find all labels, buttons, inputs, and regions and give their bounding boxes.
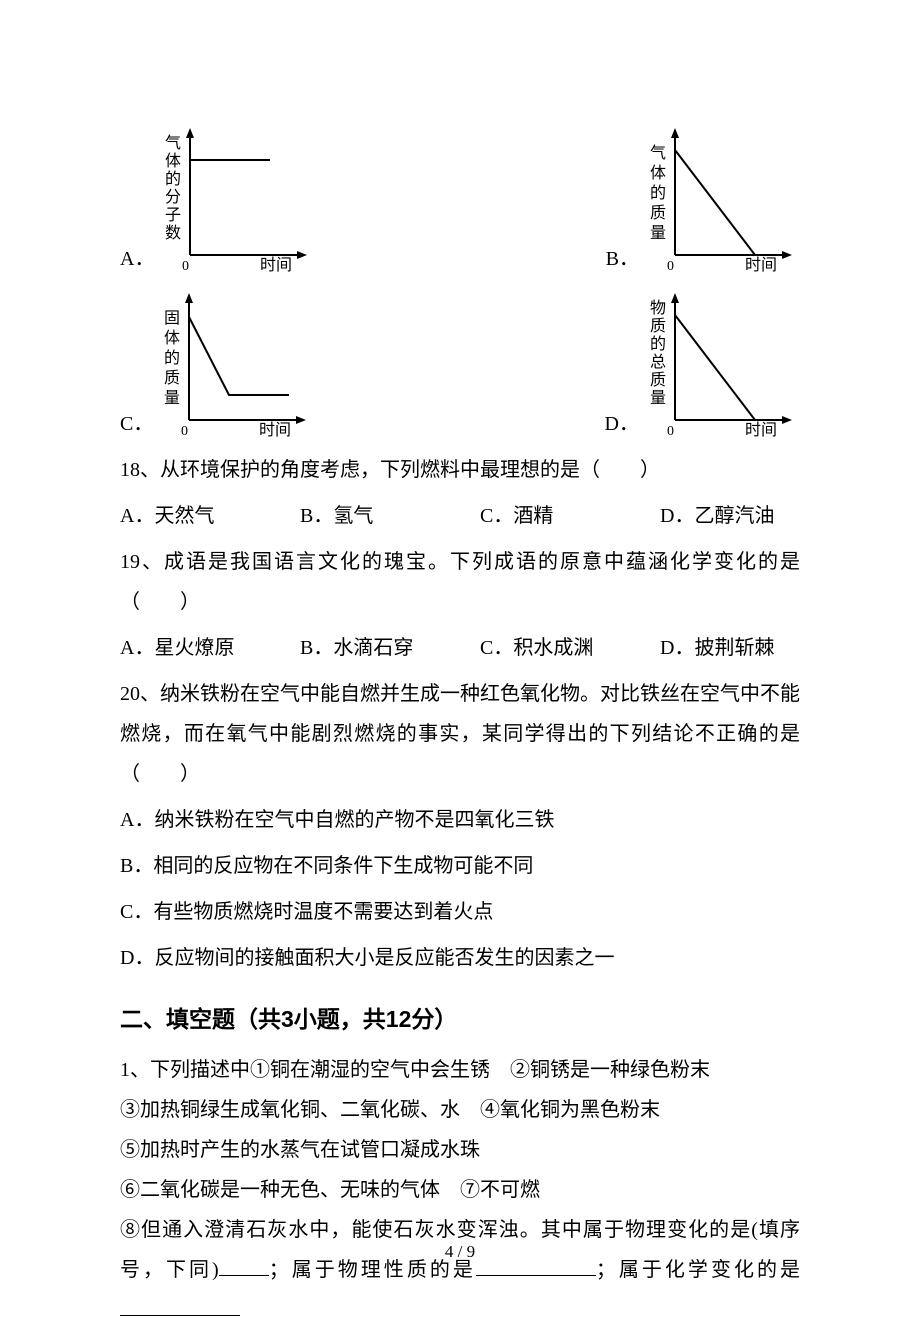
- svg-text:物: 物: [650, 299, 666, 317]
- q19-opt-c: C．积水成渊: [480, 628, 660, 668]
- svg-text:体: 体: [164, 329, 180, 347]
- svg-text:质: 质: [164, 369, 180, 387]
- q20-opt-c: C．有些物质燃烧时温度不需要达到着火点: [120, 892, 800, 932]
- page-number: 4 / 9: [0, 1242, 920, 1262]
- option-label-a: A．: [120, 242, 154, 271]
- option-label-d: D．: [605, 407, 639, 436]
- svg-text:0: 0: [667, 424, 674, 439]
- svg-text:质: 质: [650, 317, 666, 335]
- svg-text:数: 数: [165, 224, 181, 242]
- q18-opt-a: A．天然气: [120, 496, 300, 536]
- q20-text: 20、纳米铁粉在空气中能自燃并生成一种红色氧化物。对比铁丝在空气中不能燃烧，而在…: [120, 674, 800, 794]
- svg-text:气: 气: [650, 144, 666, 162]
- chart-cell-d: D． 物 质 的 总 质 量 0 时间: [605, 285, 800, 440]
- svg-text:量: 量: [164, 390, 180, 407]
- fill1-line1: 1、下列描述中①铜在潮湿的空气中会生锈 ②铜锈是一种绿色粉末: [120, 1050, 800, 1090]
- q20-opt-b: B．相同的反应物在不同条件下生成物可能不同: [120, 846, 800, 886]
- q18-opt-d: D．乙醇汽油: [660, 496, 800, 536]
- chart-d: 物 质 的 总 质 量 0 时间: [645, 285, 800, 440]
- blank-1: [219, 1275, 269, 1276]
- svg-text:0: 0: [181, 424, 188, 439]
- svg-text:量: 量: [650, 225, 666, 242]
- svg-text:体: 体: [165, 152, 181, 170]
- fill1-line5: ⑧但通入澄清石灰水中，能使石灰水变浑浊。其中属于物理变化的是(填序号，下同)；属…: [120, 1210, 800, 1330]
- svg-text:气: 气: [165, 134, 181, 152]
- fill1-seg2: ；属于化学变化的是: [596, 1259, 800, 1281]
- chart-a: 气 体 的 分 子 数 0 时间: [160, 120, 315, 275]
- svg-text:0: 0: [182, 259, 189, 274]
- svg-text:子: 子: [165, 206, 181, 224]
- q19-opt-b: B．水滴石穿: [300, 628, 480, 668]
- q19-opt-a: A．星火燎原: [120, 628, 300, 668]
- fill1-line2: ③加热铜绿生成氧化铜、二氧化碳、水 ④氧化铜为黑色粉末: [120, 1090, 800, 1130]
- svg-text:固: 固: [164, 310, 180, 327]
- q18-text: 18、从环境保护的角度考虑，下列燃料中最理想的是（ ）: [120, 450, 800, 490]
- svg-text:时间: 时间: [745, 421, 777, 439]
- chart-c: 固 体 的 质 量 0 时间: [159, 285, 314, 440]
- svg-text:质: 质: [650, 371, 666, 389]
- q19-options: A．星火燎原 B．水滴石穿 C．积水成渊 D．披荆斩棘: [120, 628, 800, 668]
- q19-text: 19、成语是我国语言文化的瑰宝。下列成语的原意中蕴涵化学变化的是（ ）: [120, 542, 800, 622]
- chart-cell-b: B． 气 体 的 质 量 0 时间: [606, 120, 800, 275]
- q20-opt-a: A．纳米铁粉在空气中自燃的产物不是四氧化三铁: [120, 800, 800, 840]
- fill1-line3: ⑤加热时产生的水蒸气在试管口凝成水珠: [120, 1130, 800, 1170]
- option-label-c: C．: [120, 407, 153, 436]
- svg-text:分: 分: [165, 188, 181, 206]
- svg-text:0: 0: [667, 259, 674, 274]
- q19-opt-d: D．披荆斩棘: [660, 628, 800, 668]
- svg-text:的: 的: [165, 170, 181, 188]
- chart-row-2: C． 固 体 的 质 量 0 时间 D． 物 质 的 总 质 量: [120, 285, 800, 440]
- q18-opt-c: C．酒精: [480, 496, 660, 536]
- svg-text:的: 的: [650, 335, 666, 353]
- svg-text:质: 质: [650, 204, 666, 222]
- svg-text:的: 的: [650, 184, 666, 202]
- svg-text:时间: 时间: [260, 256, 292, 274]
- option-label-b: B．: [606, 242, 639, 271]
- svg-text:量: 量: [650, 390, 666, 407]
- fill1-line4: ⑥二氧化碳是一种无色、无味的气体 ⑦不可燃: [120, 1170, 800, 1210]
- chart-row-1: A． 气 体 的 分 子 数 0 时间 B． 气 体 的 质 量: [120, 120, 800, 275]
- section2-title: 二、填空题（共3小题，共12分）: [120, 1000, 800, 1034]
- svg-text:时间: 时间: [745, 256, 777, 274]
- svg-text:时间: 时间: [259, 421, 291, 439]
- svg-text:的: 的: [164, 349, 180, 367]
- fill1-seg1: ；属于物理性质的是: [269, 1259, 476, 1281]
- svg-text:总: 总: [650, 353, 666, 371]
- blank-3: [120, 1315, 240, 1316]
- blank-2: [476, 1275, 596, 1276]
- chart-cell-a: A． 气 体 的 分 子 数 0 时间: [120, 120, 315, 275]
- chart-b: 气 体 的 质 量 0 时间: [645, 120, 800, 275]
- q18-opt-b: B．氢气: [300, 496, 480, 536]
- q20-opt-d: D．反应物间的接触面积大小是反应能否发生的因素之一: [120, 938, 800, 978]
- chart-cell-c: C． 固 体 的 质 量 0 时间: [120, 285, 314, 440]
- q18-options: A．天然气 B．氢气 C．酒精 D．乙醇汽油: [120, 496, 800, 536]
- svg-text:体: 体: [650, 164, 666, 182]
